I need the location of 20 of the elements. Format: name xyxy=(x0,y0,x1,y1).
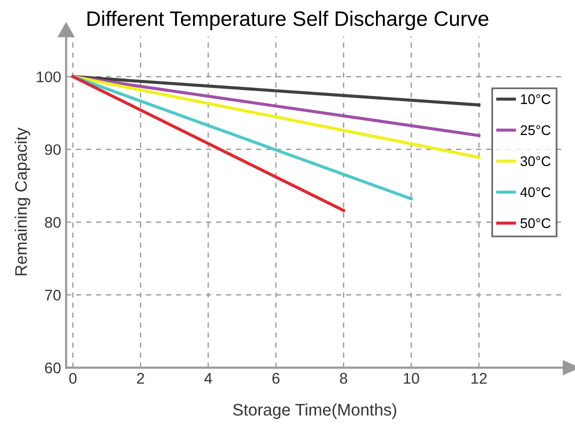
legend-label: 50°C xyxy=(520,218,550,228)
y-tick-label: 90 xyxy=(44,144,61,156)
y-axis-title: Remaining Capacity xyxy=(14,128,30,276)
x-tick-label: 10 xyxy=(404,372,420,384)
x-tick-label: 0 xyxy=(69,372,77,384)
x-tick-label: 2 xyxy=(137,372,144,384)
legend-label: 25°C xyxy=(520,125,550,136)
x-tick-label: 6 xyxy=(272,372,280,384)
chart-title: Different Temperature Self Discharge Curve xyxy=(88,10,488,30)
y-tick-label: 70 xyxy=(45,290,61,301)
legend-label: 10°C xyxy=(521,94,550,104)
x-tick-label: 8 xyxy=(340,372,348,384)
x-axis-title: Storage Time(Months) xyxy=(233,403,396,419)
legend-label: 40°C xyxy=(520,187,550,198)
legend-label: 30°C xyxy=(520,156,550,166)
y-tick-label: 100 xyxy=(36,71,61,82)
y-tick-label: 80 xyxy=(44,216,61,228)
x-tick-label: 4 xyxy=(204,373,212,384)
y-tick-label: 60 xyxy=(45,362,61,374)
x-tick-label: 12 xyxy=(472,372,487,384)
